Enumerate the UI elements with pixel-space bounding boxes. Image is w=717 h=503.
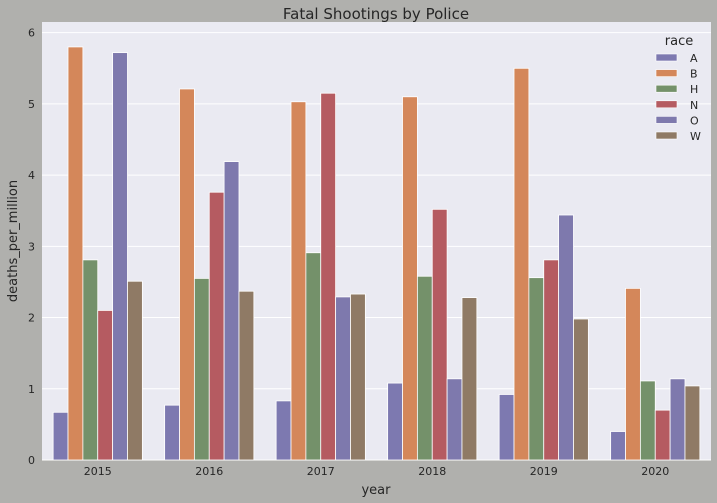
x-tick-label: 2015 bbox=[84, 465, 112, 478]
bar-H-2020 bbox=[639, 380, 656, 461]
bar-B-2016 bbox=[179, 88, 195, 461]
legend-label-W: W bbox=[690, 130, 701, 143]
grid-lines bbox=[42, 32, 711, 461]
legend-swatch-N bbox=[655, 100, 678, 109]
bar-H-2017 bbox=[305, 252, 322, 461]
bar-N-2016 bbox=[208, 191, 225, 461]
bar-A-2016 bbox=[164, 404, 180, 461]
bar-W-2019 bbox=[573, 318, 589, 461]
bar-W-2020 bbox=[684, 385, 701, 461]
bar-H-2019 bbox=[528, 277, 545, 461]
plot-area bbox=[42, 22, 711, 460]
y-tick-label: 3 bbox=[28, 240, 35, 253]
chart-title: Fatal Shootings by Police bbox=[283, 5, 469, 23]
legend-label-H: H bbox=[690, 83, 698, 96]
bars-group bbox=[52, 46, 701, 461]
y-tick-label: 0 bbox=[28, 454, 35, 467]
x-tick-label: 2018 bbox=[418, 465, 446, 478]
bar-O-2020 bbox=[669, 378, 686, 461]
bar-W-2018 bbox=[461, 297, 478, 461]
bar-A-2019 bbox=[498, 394, 515, 461]
bar-B-2020 bbox=[625, 287, 641, 461]
bar-O-2016 bbox=[223, 161, 240, 461]
bar-A-2018 bbox=[387, 382, 403, 461]
legend-swatch-B bbox=[655, 69, 678, 77]
y-axis-title: deaths_per_million bbox=[6, 180, 21, 302]
bar-B-2019 bbox=[513, 67, 530, 461]
bar-B-2018 bbox=[402, 96, 418, 461]
bar-W-2016 bbox=[238, 290, 255, 461]
bar-N-2015 bbox=[97, 310, 114, 461]
x-tick-label: 2019 bbox=[530, 465, 558, 478]
bar-W-2017 bbox=[350, 293, 366, 461]
y-tick-labels: 0 1 2 3 4 5 6 bbox=[28, 27, 35, 467]
bar-W-2015 bbox=[127, 280, 143, 461]
legend-swatch-A bbox=[655, 53, 678, 62]
bar-A-2020 bbox=[610, 431, 626, 461]
x-tick-labels: 2015 2016 2017 2018 2019 2020 bbox=[84, 465, 670, 478]
y-tick-label: 5 bbox=[28, 98, 35, 111]
legend-swatch-W bbox=[655, 131, 678, 140]
x-tick-label: 2016 bbox=[195, 465, 223, 478]
bar-N-2019 bbox=[543, 259, 560, 461]
legend-label-A: A bbox=[690, 52, 698, 65]
y-tick-label: 6 bbox=[28, 27, 35, 40]
legend-title: race bbox=[665, 34, 693, 49]
y-tick-label: 4 bbox=[28, 169, 35, 182]
x-tick-label: 2017 bbox=[307, 465, 335, 478]
y-tick-label: 1 bbox=[28, 383, 35, 396]
bar-N-2020 bbox=[654, 409, 671, 461]
bar-H-2018 bbox=[416, 275, 433, 461]
x-tick-label: 2020 bbox=[641, 465, 669, 478]
bar-A-2015 bbox=[52, 411, 69, 461]
legend-swatch-O bbox=[655, 116, 678, 124]
bar-O-2017 bbox=[335, 296, 351, 461]
legend-label-O: O bbox=[690, 114, 699, 127]
y-tick-label: 2 bbox=[28, 312, 35, 325]
bar-O-2018 bbox=[446, 378, 463, 461]
bar-B-2015 bbox=[67, 46, 84, 461]
bar-H-2015 bbox=[82, 259, 99, 461]
legend-label-N: N bbox=[690, 99, 698, 112]
bar-N-2018 bbox=[431, 208, 448, 461]
bar-H-2016 bbox=[193, 277, 210, 461]
bar-B-2017 bbox=[290, 101, 307, 461]
bar-N-2017 bbox=[320, 92, 337, 461]
bar-O-2019 bbox=[558, 214, 574, 461]
bar-A-2017 bbox=[275, 400, 292, 461]
bar-O-2015 bbox=[112, 52, 128, 461]
legend-swatch-H bbox=[655, 84, 678, 93]
legend-label-B: B bbox=[690, 68, 698, 81]
x-axis-title: year bbox=[361, 483, 391, 498]
